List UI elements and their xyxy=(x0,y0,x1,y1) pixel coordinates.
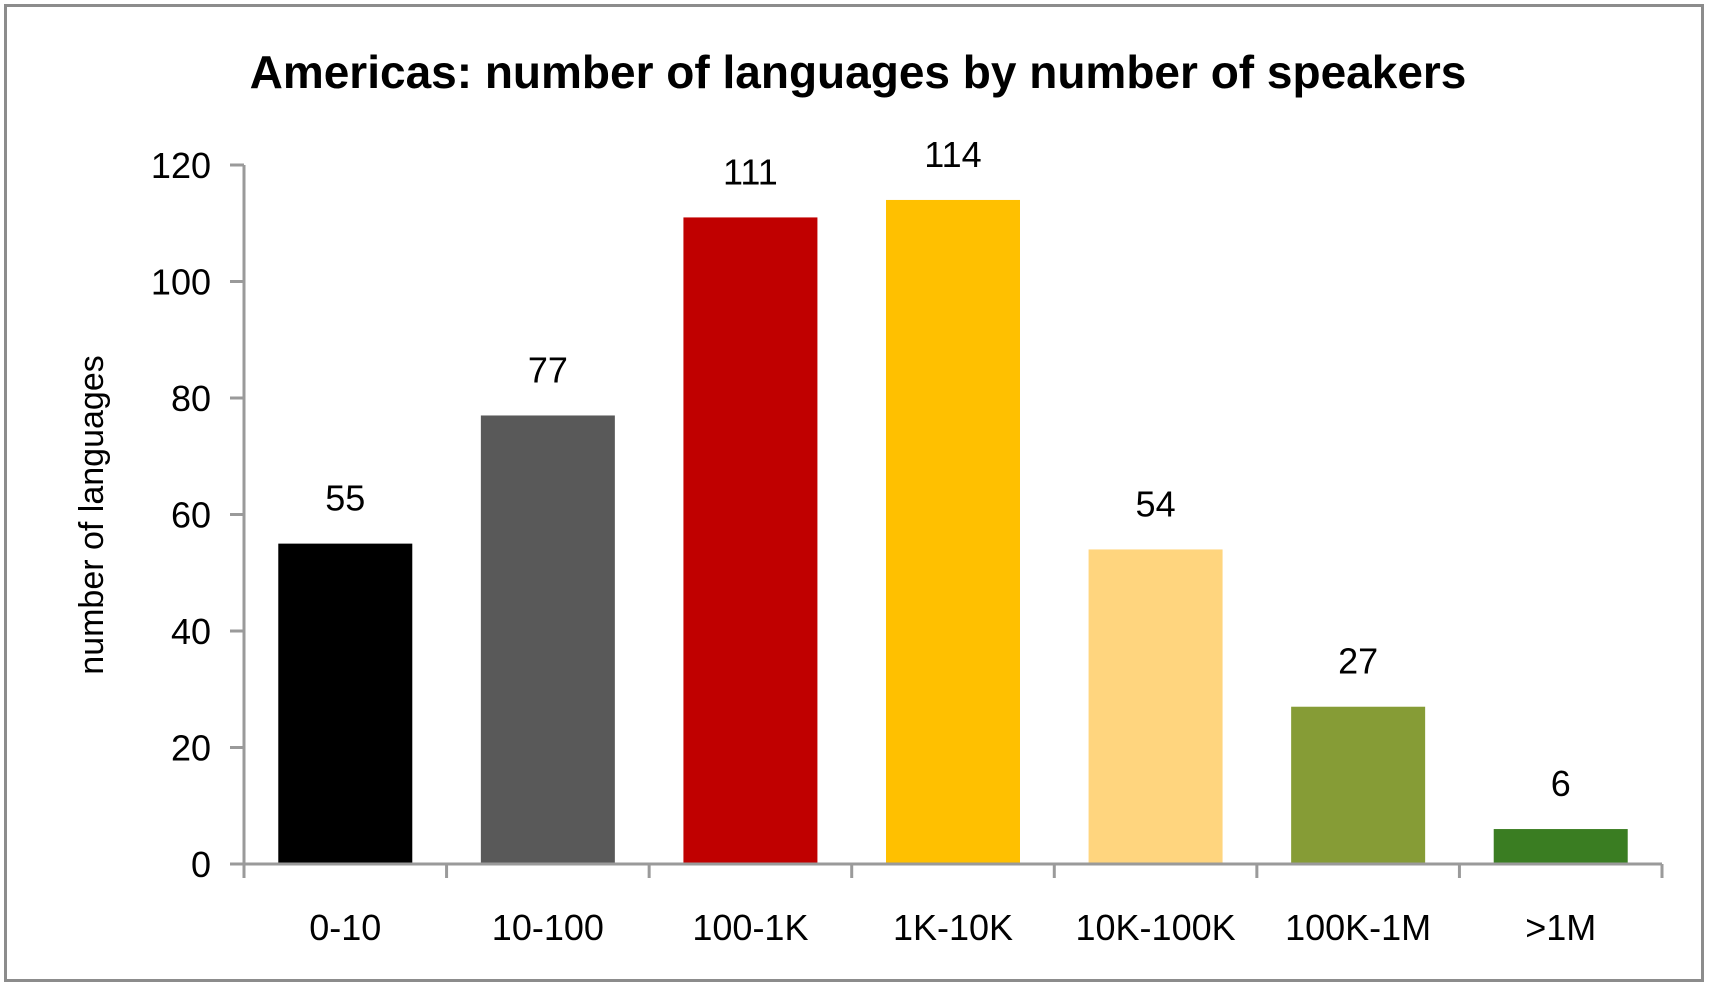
data-label-6: 6 xyxy=(1551,763,1571,804)
bar-5 xyxy=(1291,706,1426,864)
data-label-4: 54 xyxy=(1136,483,1176,524)
data-label-2: 111 xyxy=(723,151,778,192)
x-tick-label-1: 10-100 xyxy=(492,907,604,948)
data-label-1: 77 xyxy=(528,349,568,390)
plot-area: 55 0-10 77 10-100 111 100-1K 114 1K-10K 54 10K-10… xyxy=(151,134,1664,948)
y-axis-title: number of languages xyxy=(73,355,111,674)
y-tick-label-2: 40 xyxy=(171,611,211,652)
bar-3 xyxy=(886,199,1020,864)
x-tick-label-6: >1M xyxy=(1525,907,1596,948)
y-tick-label-0: 0 xyxy=(191,844,211,885)
x-tick-label-3: 1K-10K xyxy=(893,907,1013,948)
data-label-5: 27 xyxy=(1338,641,1378,682)
data-label-0: 55 xyxy=(325,478,365,519)
data-label-3: 114 xyxy=(924,134,981,175)
bar-2 xyxy=(683,217,818,865)
chart-title: Americas: number of languages by number … xyxy=(250,46,1467,98)
y-tick-label-3: 60 xyxy=(171,495,211,536)
bar-6 xyxy=(1493,829,1628,864)
x-tick-label-0: 0-10 xyxy=(309,907,381,948)
bar-0 xyxy=(278,543,413,864)
x-tick-label-5: 100K-1M xyxy=(1285,907,1431,948)
bar-4 xyxy=(1088,549,1223,864)
y-tick-label-5: 100 xyxy=(151,262,211,303)
y-tick-label-6: 120 xyxy=(151,145,211,186)
x-tick-label-4: 10K-100K xyxy=(1076,907,1236,948)
bar-1 xyxy=(480,415,615,864)
y-tick-label-1: 20 xyxy=(171,728,211,769)
y-tick-label-4: 80 xyxy=(171,378,211,419)
x-tick-label-2: 100-1K xyxy=(692,907,808,948)
